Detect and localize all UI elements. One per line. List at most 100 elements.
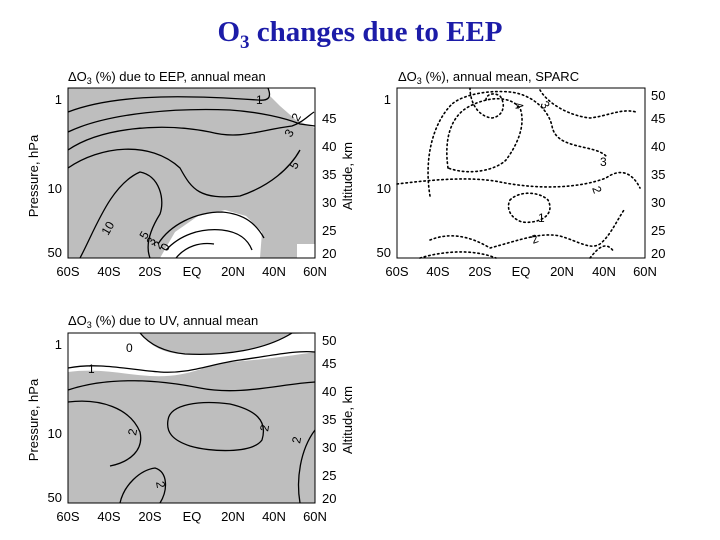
sparc-contour-label: 3 [600, 155, 607, 169]
sparc-contours [396, 87, 641, 259]
sparc-y-tick: 1 [384, 92, 391, 107]
uv-y-tick: 10 [48, 426, 62, 441]
eep-x-ticks: 60S 40S 20S EQ 20N 40N 60N [56, 264, 327, 279]
sparc-y-tick: 10 [377, 181, 391, 196]
eep-x-tick: 60N [303, 264, 327, 279]
uv-y-axis-label: Pressure, hPa [26, 378, 41, 461]
eep-y2-axis-label: Altitude, km [340, 142, 355, 210]
sparc-title: ΔO3 (%), annual mean, SPARC [398, 69, 579, 86]
eep-y2-tick: 45 [322, 111, 336, 126]
uv-contour-labels: 0 1 2 2 2 2 [88, 341, 304, 489]
eep-plot-area [67, 87, 316, 259]
sparc-y2-tick: 50 [651, 88, 665, 103]
eep-contour-label: 1 [256, 93, 263, 107]
uv-y-tick: 1 [55, 337, 62, 352]
sparc-contour-label: 2 [529, 231, 540, 247]
slide-title-subscript: 3 [240, 31, 250, 53]
sparc-x-tick: 60S [385, 264, 408, 279]
uv-x-tick: 60N [303, 509, 327, 524]
uv-x-ticks: 60S 40S 20S EQ 20N 40N 60N [56, 509, 327, 524]
sparc-y2-tick: 20 [651, 246, 665, 261]
uv-y2-tick: 35 [322, 412, 336, 427]
sparc-contour-label: 1 [538, 211, 545, 225]
uv-frame [67, 332, 316, 504]
uv-x-tick: 20N [221, 509, 245, 524]
uv-plot-area [67, 332, 316, 504]
eep-x-tick: EQ [183, 264, 202, 279]
uv-x-tick: 20S [138, 509, 161, 524]
sparc-contour-label: 2 [589, 184, 605, 195]
eep-y2-tick: 25 [322, 223, 336, 238]
sparc-y2-tick: 35 [651, 167, 665, 182]
sparc-x-tick: 40S [426, 264, 449, 279]
uv-y2-ticks: 50 45 40 35 30 25 20 [322, 333, 336, 506]
uv-y-ticks: 1 10 50 [48, 337, 62, 505]
uv-contours [67, 332, 316, 504]
sparc-y-ticks: 1 10 50 [377, 92, 391, 260]
sparc-x-ticks: 60S 40S 20S EQ 20N 40N 60N [385, 264, 657, 279]
eep-y2-tick: 35 [322, 167, 336, 182]
sparc-y2-tick: 30 [651, 195, 665, 210]
eep-y-axis-label: Pressure, hPa [26, 134, 41, 217]
uv-contour-label: 2 [125, 427, 140, 436]
eep-unshaded-patch [297, 244, 315, 258]
eep-title: ΔO3 (%) due to EEP, annual mean [68, 69, 266, 86]
uv-x-tick: 40S [97, 509, 120, 524]
sparc-x-tick: 40N [592, 264, 616, 279]
eep-y2-tick: 40 [322, 139, 336, 154]
uv-y2-tick: 40 [322, 384, 336, 399]
sparc-contour-label: 4 [511, 100, 527, 111]
slide-title-rest: changes due to EEP [249, 16, 503, 48]
slide-title-main: O [217, 16, 241, 48]
eep-y-tick: 10 [48, 181, 62, 196]
eep-y2-ticks: 45 40 35 30 25 20 [322, 111, 336, 261]
uv-y2-axis-label: Altitude, km [340, 386, 355, 454]
sparc-frame [396, 87, 646, 259]
uv-title: ΔO3 (%) due to UV, annual mean [68, 313, 258, 330]
eep-contour-label: 10 [98, 219, 117, 238]
eep-y2-tick: 20 [322, 246, 336, 261]
eep-x-tick: 60S [56, 264, 79, 279]
sparc-y2-tick: 25 [651, 223, 665, 238]
sparc-x-tick: EQ [512, 264, 531, 279]
uv-contour-label: 1 [88, 362, 95, 376]
sparc-plot-area [396, 87, 646, 259]
eep-unshaded-region-top [268, 88, 315, 128]
uv-contour-label: 2 [289, 435, 304, 444]
sparc-x-tick: 20N [550, 264, 574, 279]
eep-unshaded-region-bottom [160, 210, 262, 258]
uv-contour-label: 2 [257, 423, 272, 432]
uv-y2-tick: 20 [322, 491, 336, 506]
uv-contour-label: 0 [126, 341, 133, 355]
eep-y-tick: 50 [48, 245, 62, 260]
uv-y2-tick: 45 [322, 356, 336, 371]
sparc-x-tick: 60N [633, 264, 657, 279]
sparc-x-tick: 20S [468, 264, 491, 279]
uv-x-tick: 60S [56, 509, 79, 524]
uv-contour-label: 2 [153, 480, 168, 489]
sparc-y2-ticks: 50 45 40 35 30 25 20 [651, 88, 665, 261]
eep-x-tick: 40S [97, 264, 120, 279]
eep-y2-tick: 30 [322, 195, 336, 210]
sparc-y2-tick: 40 [651, 139, 665, 154]
eep-x-tick: 20S [138, 264, 161, 279]
sparc-y-tick: 50 [377, 245, 391, 260]
eep-contours [67, 87, 316, 259]
eep-y-ticks: 1 10 50 [48, 92, 62, 260]
slide-title: O3 changes due to EEP [0, 16, 720, 54]
uv-y2-tick: 50 [322, 333, 336, 348]
uv-y2-tick: 25 [322, 468, 336, 483]
sparc-y2-tick: 45 [651, 111, 665, 126]
uv-y-tick: 50 [48, 490, 62, 505]
uv-x-tick: 40N [262, 509, 286, 524]
eep-frame [67, 87, 316, 259]
eep-y-tick: 1 [55, 92, 62, 107]
sparc-background [397, 88, 645, 258]
uv-x-tick: EQ [183, 509, 202, 524]
eep-x-tick: 20N [221, 264, 245, 279]
eep-x-tick: 40N [262, 264, 286, 279]
uv-y2-tick: 30 [322, 440, 336, 455]
